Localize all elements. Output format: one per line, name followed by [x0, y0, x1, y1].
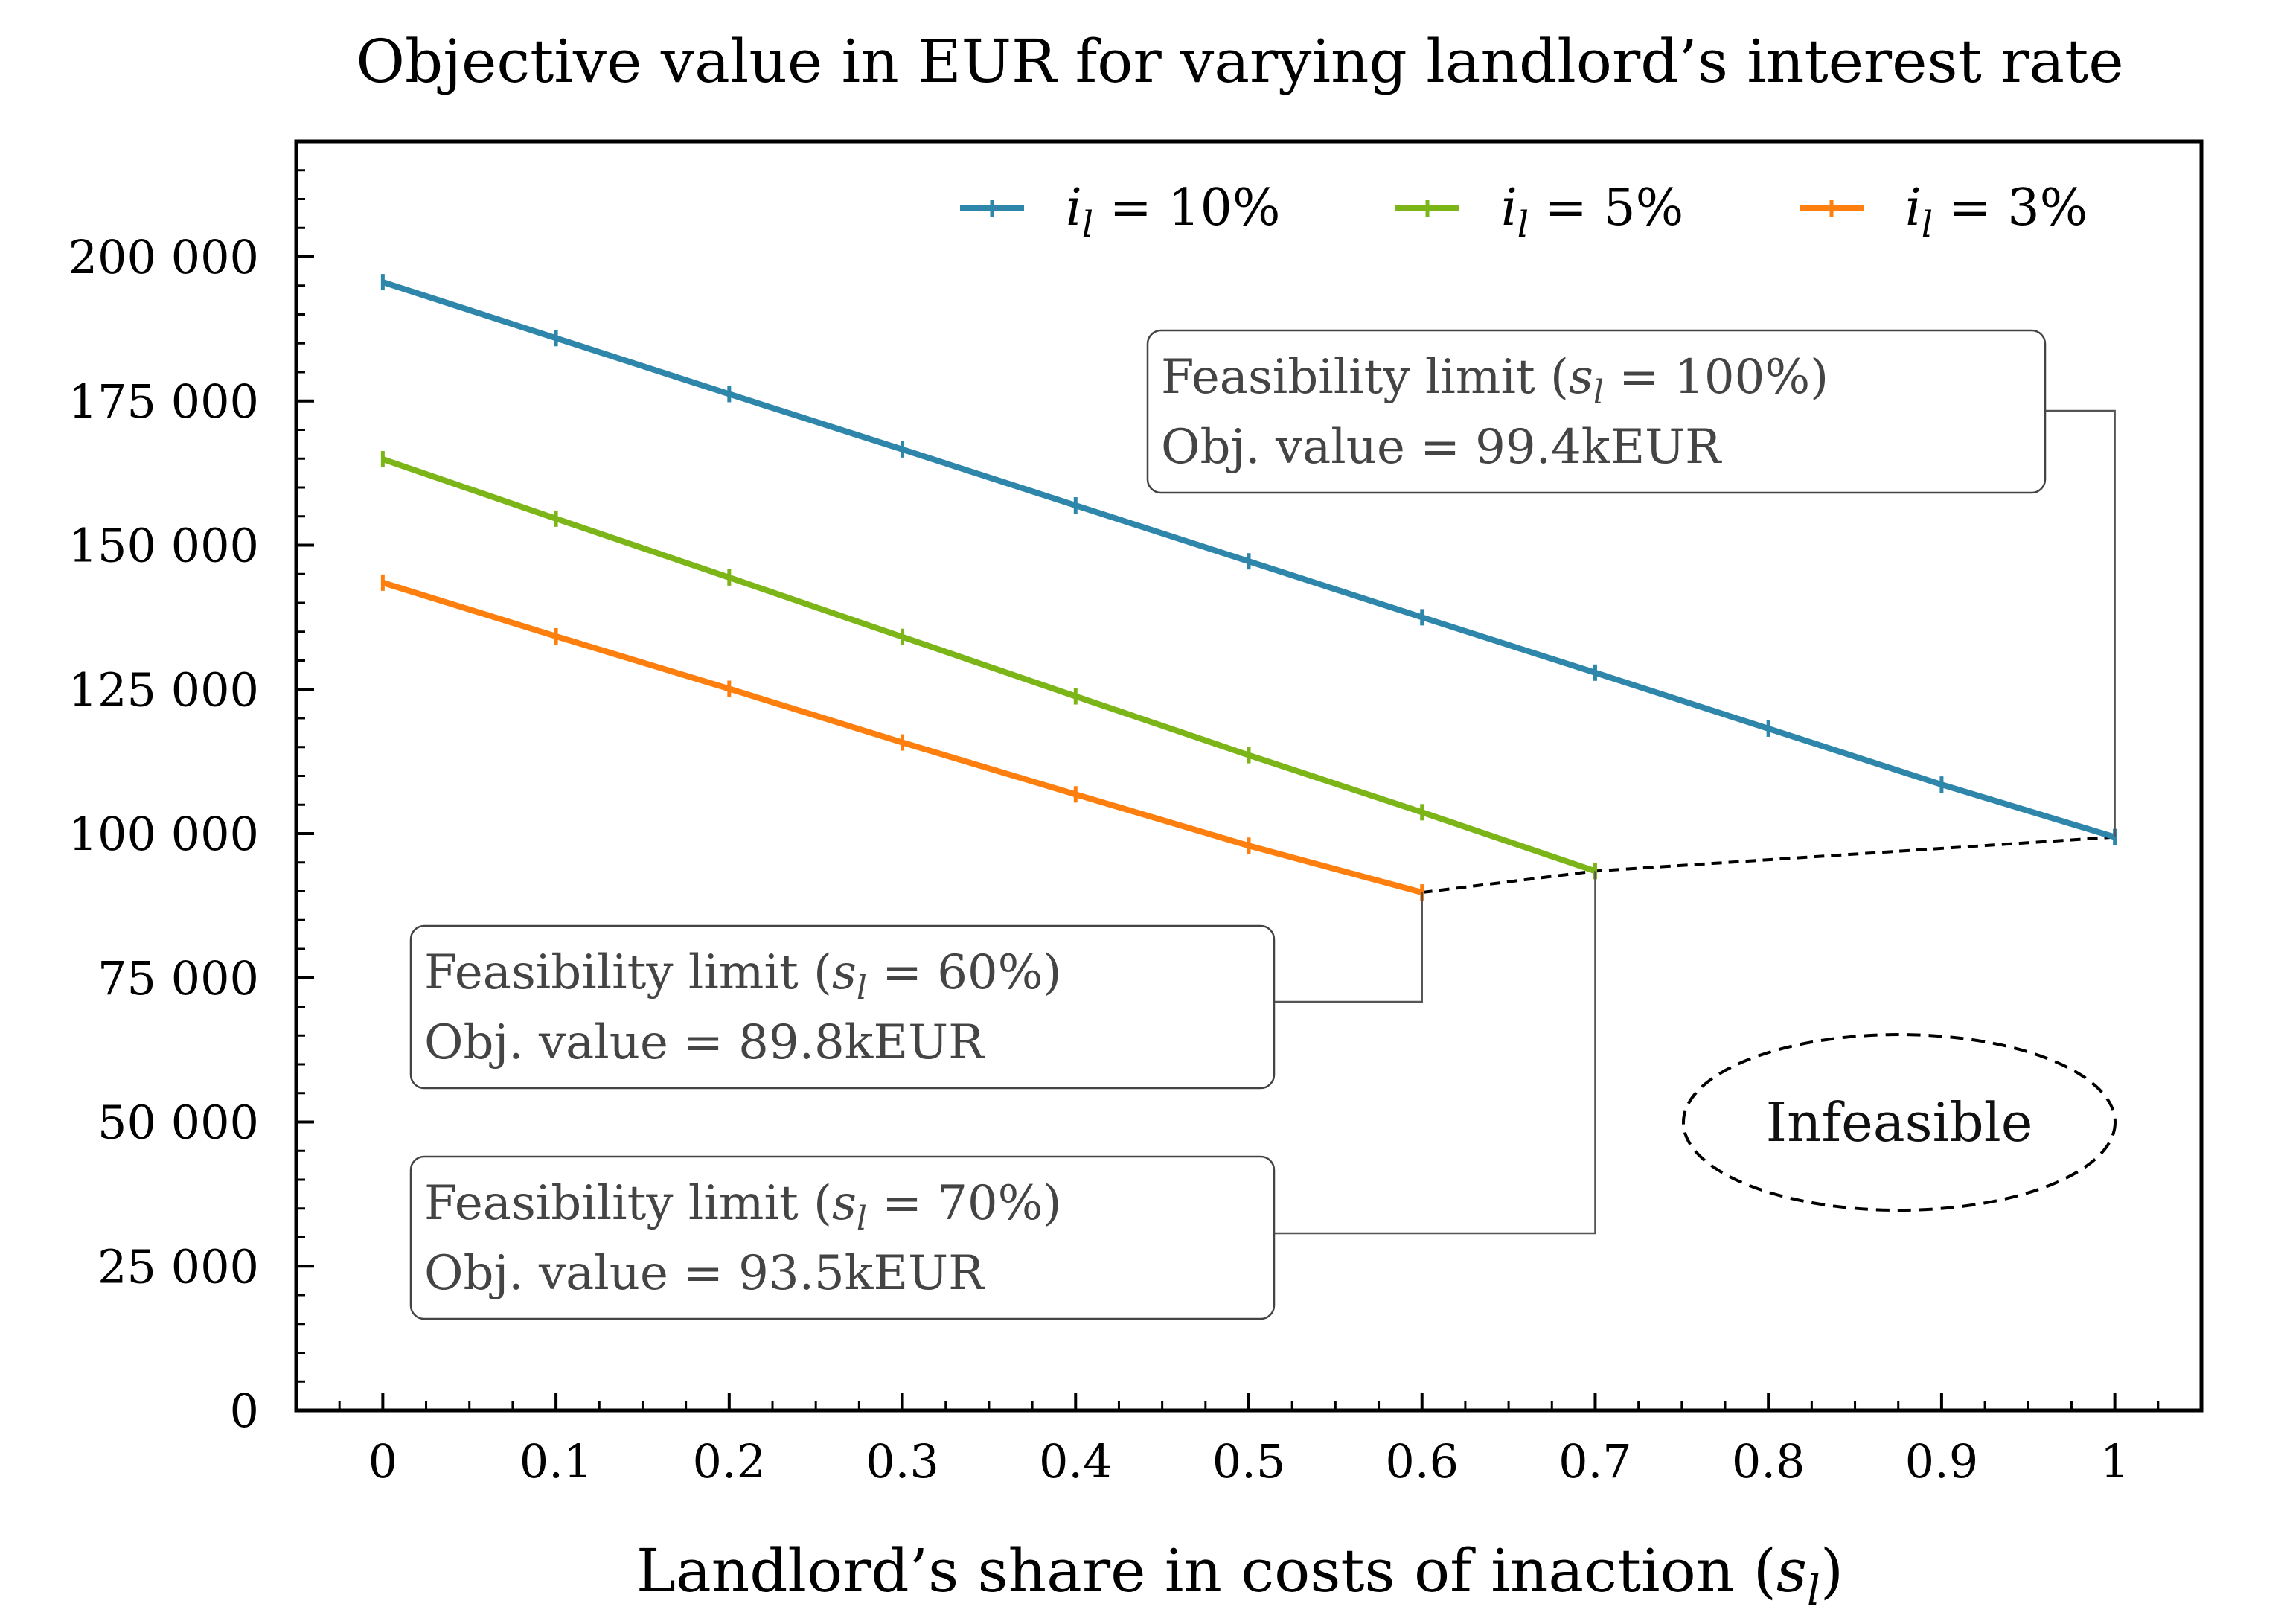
x-tick-label: 0.4	[1039, 1434, 1113, 1489]
y-tick-label: 50 000	[97, 1096, 259, 1150]
infeasible-label: Infeasible	[1766, 1091, 2033, 1154]
annotation-box-70: Feasibility limit (sl = 70%) Obj. value …	[409, 1155, 1276, 1320]
annotation-box-60: Feasibility limit (sl = 60%) Obj. value …	[409, 924, 1276, 1090]
annotation-box-frame	[1146, 329, 2047, 494]
legend-label: il = 10%	[1066, 179, 1280, 246]
minor-ticks	[295, 140, 2203, 1412]
infeasible-region: Infeasible	[1682, 1033, 2117, 1212]
leader-line	[2045, 409, 2116, 837]
y-axis-ticks: 0 25 000 50 000 75 000 100 000 125 000 150 000…	[68, 230, 314, 1438]
series-line	[382, 456, 1596, 875]
x-tick-label: 0.9	[1905, 1434, 1979, 1489]
series-1	[380, 451, 1597, 880]
y-tick-label: 175 000	[68, 374, 259, 429]
y-tick-label: 200 000	[68, 230, 259, 284]
legend: il = 10% il = 5% il = 3%	[960, 179, 2088, 246]
legend-entry: il = 5%	[1395, 179, 1683, 246]
annotation-line2: Obj. value = 93.5kEUR	[424, 1246, 985, 1301]
x-axis-ticks: 0 0.1 0.2 0.3 0.4 0.5 0.6 0.7 0.8 0.9 1	[368, 1393, 2129, 1489]
x-tick-label: 0.7	[1558, 1434, 1632, 1489]
chart-title: Objective value in EUR for varying landl…	[356, 27, 2123, 96]
x-tick-label: 1	[2100, 1434, 2129, 1489]
y-tick-label: 125 000	[68, 662, 259, 717]
annotation-line1: Feasibility limit (sl = 100%)	[1161, 350, 1829, 412]
annotation-leaders	[1274, 409, 2116, 1235]
leader-line	[1274, 892, 1423, 1003]
legend-label: il = 3%	[1905, 179, 2088, 246]
legend-entry: il = 10%	[960, 179, 1280, 246]
infeasible-ellipse	[1682, 1033, 2117, 1212]
x-axis-label: Landlord’s share in costs of inaction (s…	[636, 1536, 1843, 1615]
x-tick-label: 0	[368, 1434, 397, 1489]
y-tick-label: 25 000	[97, 1239, 259, 1294]
annotation-box-frame	[409, 1155, 1276, 1320]
y-tick-label: 100 000	[68, 807, 259, 861]
annotation-line2: Obj. value = 89.8kEUR	[424, 1015, 985, 1070]
x-tick-label: 0.8	[1732, 1434, 1805, 1489]
x-tick-label: 0.2	[693, 1434, 767, 1489]
leader-line	[1274, 871, 1596, 1235]
legend-label: il = 5%	[1501, 179, 1683, 246]
annotation-box-100: Feasibility limit (sl = 100%) Obj. value…	[1146, 329, 2047, 494]
annotation-line1: Feasibility limit (sl = 70%)	[424, 1176, 1061, 1238]
x-tick-label: 0.6	[1385, 1434, 1459, 1489]
y-tick-label: 0	[230, 1384, 259, 1438]
annotation-line1: Feasibility limit (sl = 60%)	[424, 945, 1061, 1007]
x-tick-label: 0.3	[866, 1434, 939, 1489]
annotation-line2: Obj. value = 99.4kEUR	[1161, 420, 1722, 475]
series-lines	[380, 274, 2117, 901]
annotation-box-frame	[409, 924, 1276, 1090]
x-tick-label: 0.5	[1212, 1434, 1286, 1489]
x-tick-label: 0.1	[519, 1434, 593, 1489]
legend-entry: il = 3%	[1800, 179, 2088, 246]
series-2	[380, 574, 1424, 901]
y-tick-label: 75 000	[97, 951, 259, 1006]
y-tick-label: 150 000	[68, 519, 259, 573]
